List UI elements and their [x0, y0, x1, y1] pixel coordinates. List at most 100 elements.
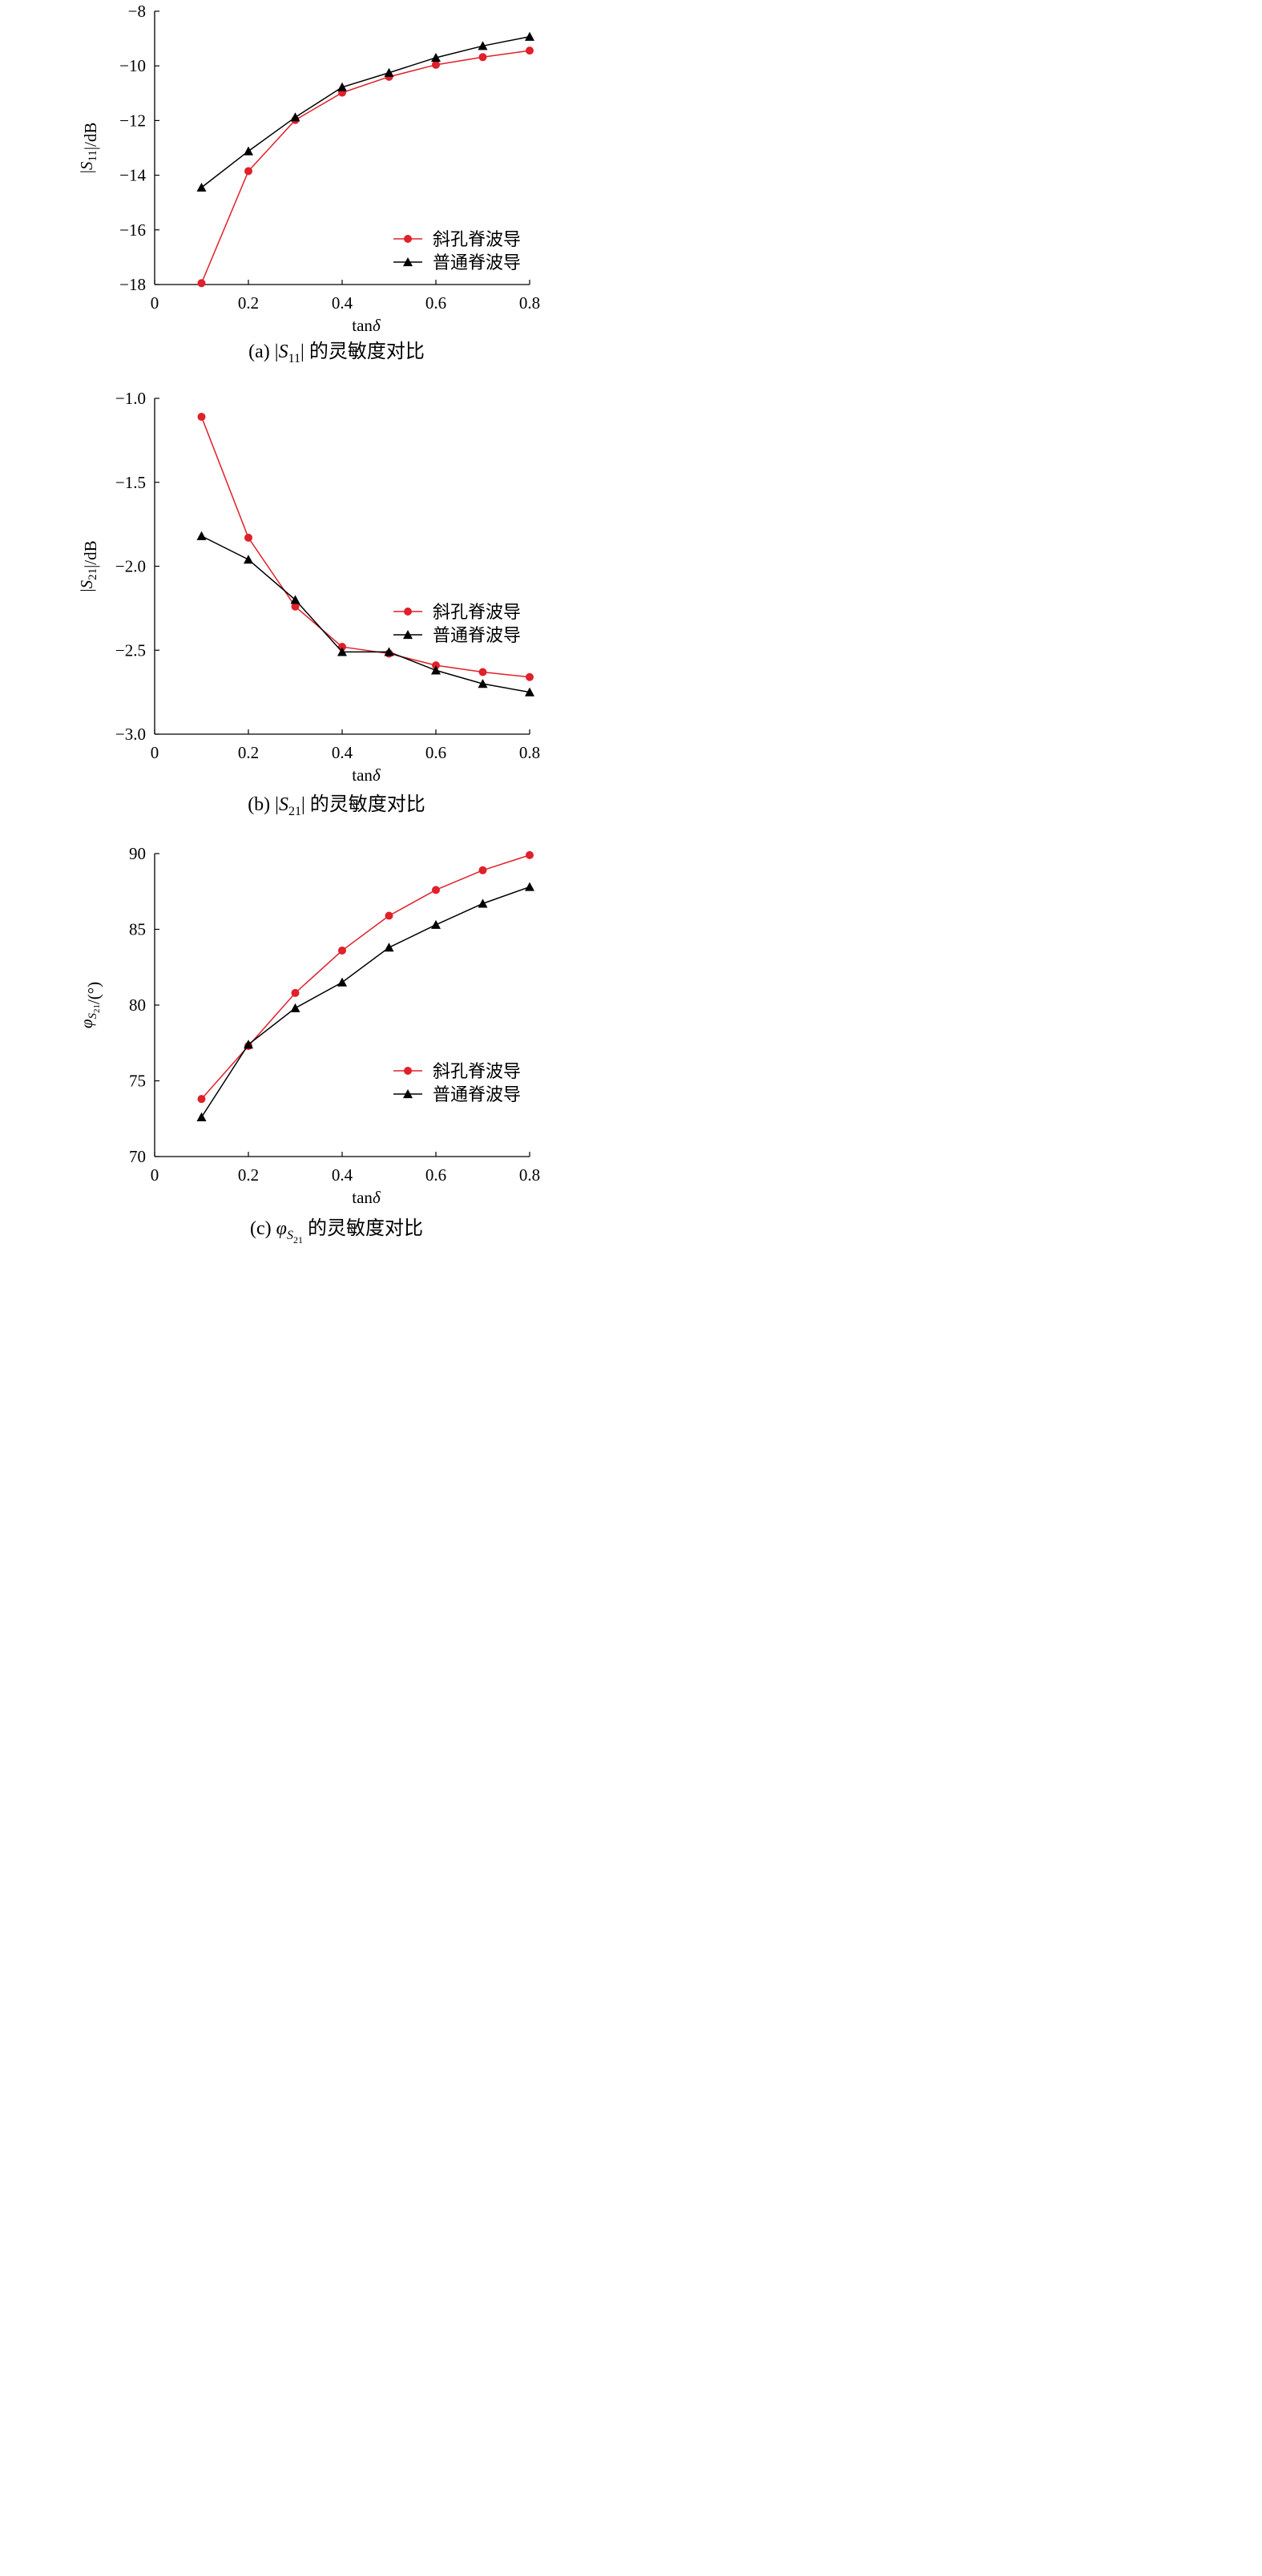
legend-label: 斜孔脊波导: [433, 603, 521, 623]
x-tick-label: 0.2: [238, 293, 259, 313]
x-axis-label: tanδ: [352, 765, 381, 785]
series-line-slanted-hole: [200, 416, 530, 678]
series-line-ordinary: [200, 886, 530, 1118]
y-tick-label: −1.5: [115, 473, 146, 492]
data-point-circle: [197, 413, 206, 422]
x-axis-label: tanδ: [352, 1188, 381, 1207]
y-tick-label: 85: [129, 920, 146, 939]
y-tick-label: −18: [119, 275, 146, 294]
data-point-triangle: [196, 531, 207, 540]
y-tick-label: 90: [129, 844, 146, 863]
legend-label: 斜孔脊波导: [433, 230, 521, 250]
data-point-triangle: [337, 977, 347, 987]
data-point-circle: [197, 279, 206, 288]
data-point-triangle: [431, 665, 441, 675]
legend-marker-triangle: [403, 257, 413, 267]
legend-label: 普通脊波导: [433, 1085, 521, 1105]
chart-panel-b: 0 0.2 0.4 0.6 0.8 −3.0 −2.5 −2.0 −1.5 −1.0 tanδ |S2…: [77, 389, 540, 818]
panel-caption: (a) |S11| 的灵敏度对比: [248, 341, 425, 365]
x-tick-label: 0: [151, 293, 159, 313]
data-point-circle: [244, 533, 252, 542]
x-tick-label: 0: [151, 743, 159, 762]
data-point-circle: [291, 602, 300, 611]
data-point-triangle: [525, 882, 534, 891]
legend-marker-circle: [404, 608, 412, 616]
data-point-triangle: [337, 647, 347, 656]
x-tick-label: 0.8: [519, 1165, 540, 1185]
chart-panel-a: 0 0.2 0.4 0.6 0.8 −18 −16 −14 −12 −10 −8 tanδ |S11|/…: [77, 2, 540, 365]
y-tick-label: −16: [119, 220, 146, 240]
panel-caption: (b) |S21| 的灵敏度对比: [248, 793, 425, 818]
chart-panel-c: 0 0.2 0.4 0.6 0.8 70 75 80 85 90 tanδ φS21/(°) 斜孔脊波导…: [77, 844, 540, 1246]
data-point-circle: [478, 866, 487, 874]
y-tick-label: −3.0: [115, 725, 146, 744]
y-tick-label: −10: [119, 56, 146, 75]
y-tick-label: −8: [128, 2, 146, 21]
y-tick-label: −14: [119, 166, 146, 185]
data-point-triangle: [290, 1003, 300, 1012]
legend-label: 普通脊波导: [433, 626, 521, 646]
x-tick-label: 0.8: [519, 293, 540, 313]
data-point-triangle: [431, 919, 441, 929]
series-line-slanted-hole: [200, 50, 530, 284]
data-point-triangle: [196, 182, 207, 192]
x-axis-label: tanδ: [352, 316, 381, 335]
data-point-triangle: [478, 41, 488, 50]
series-line-ordinary: [201, 35, 530, 188]
x-tick-label: 0.8: [519, 743, 540, 762]
y-axis-label: |S21|/dB: [77, 540, 100, 592]
y-tick-label: 75: [129, 1072, 146, 1091]
data-point-triangle: [384, 943, 394, 952]
x-tick-label: 0.6: [425, 1165, 446, 1185]
data-point-circle: [526, 672, 534, 681]
legend-marker-circle: [404, 1067, 412, 1075]
data-point-circle: [432, 886, 440, 894]
panel-caption: (c) φS21 的灵敏度对比: [250, 1217, 423, 1246]
data-point-circle: [338, 946, 346, 955]
data-point-triangle: [244, 146, 253, 155]
data-point-triangle: [244, 1040, 253, 1049]
data-point-circle: [526, 850, 534, 859]
y-tick-label: 70: [129, 1147, 146, 1166]
data-point-circle: [478, 53, 487, 62]
legend-marker-triangle: [403, 630, 413, 640]
data-point-triangle: [478, 898, 488, 908]
data-point-triangle: [196, 1112, 207, 1121]
x-tick-label: 0.4: [332, 743, 353, 762]
data-point-triangle: [525, 687, 534, 696]
legend-marker-circle: [404, 235, 412, 243]
data-point-triangle: [337, 82, 347, 91]
y-tick-label: −12: [119, 111, 146, 130]
y-tick-label: −1.0: [115, 389, 146, 408]
data-point-triangle: [384, 67, 394, 77]
x-tick-label: 0.6: [425, 293, 446, 313]
y-axis-label: |S11|/dB: [77, 123, 100, 174]
x-tick-label: 0: [151, 1165, 159, 1185]
x-tick-label: 0.2: [238, 743, 259, 762]
figure: 0 0.2 0.4 0.6 0.8 −18 −16 −14 −12 −10 −8 tanδ |S11|/…: [77, 2, 540, 1246]
data-point-circle: [432, 661, 440, 670]
data-point-circle: [478, 668, 487, 676]
data-point-triangle: [478, 679, 488, 688]
data-point-circle: [385, 911, 393, 920]
y-tick-label: −2.5: [115, 640, 146, 660]
legend-label: 斜孔脊波导: [433, 1062, 521, 1082]
x-tick-label: 0.2: [238, 1165, 259, 1185]
y-axis-label: φS21/(°): [77, 982, 103, 1028]
data-point-circle: [526, 46, 534, 55]
legend-label: 普通脊波导: [433, 253, 521, 273]
data-point-circle: [291, 988, 300, 997]
y-tick-label: 80: [129, 995, 146, 1015]
y-tick-label: −2.0: [115, 557, 146, 576]
data-point-triangle: [384, 647, 394, 656]
data-point-triangle: [525, 31, 534, 41]
series-line-slanted-hole: [200, 854, 530, 1100]
series-line-ordinary: [201, 535, 530, 693]
x-tick-label: 0.4: [332, 293, 353, 313]
data-point-triangle: [244, 555, 253, 564]
data-point-triangle: [431, 52, 441, 63]
data-point-triangle: [290, 112, 300, 122]
data-point-circle: [244, 167, 252, 176]
data-point-circle: [197, 1095, 206, 1104]
legend-marker-triangle: [403, 1089, 413, 1099]
